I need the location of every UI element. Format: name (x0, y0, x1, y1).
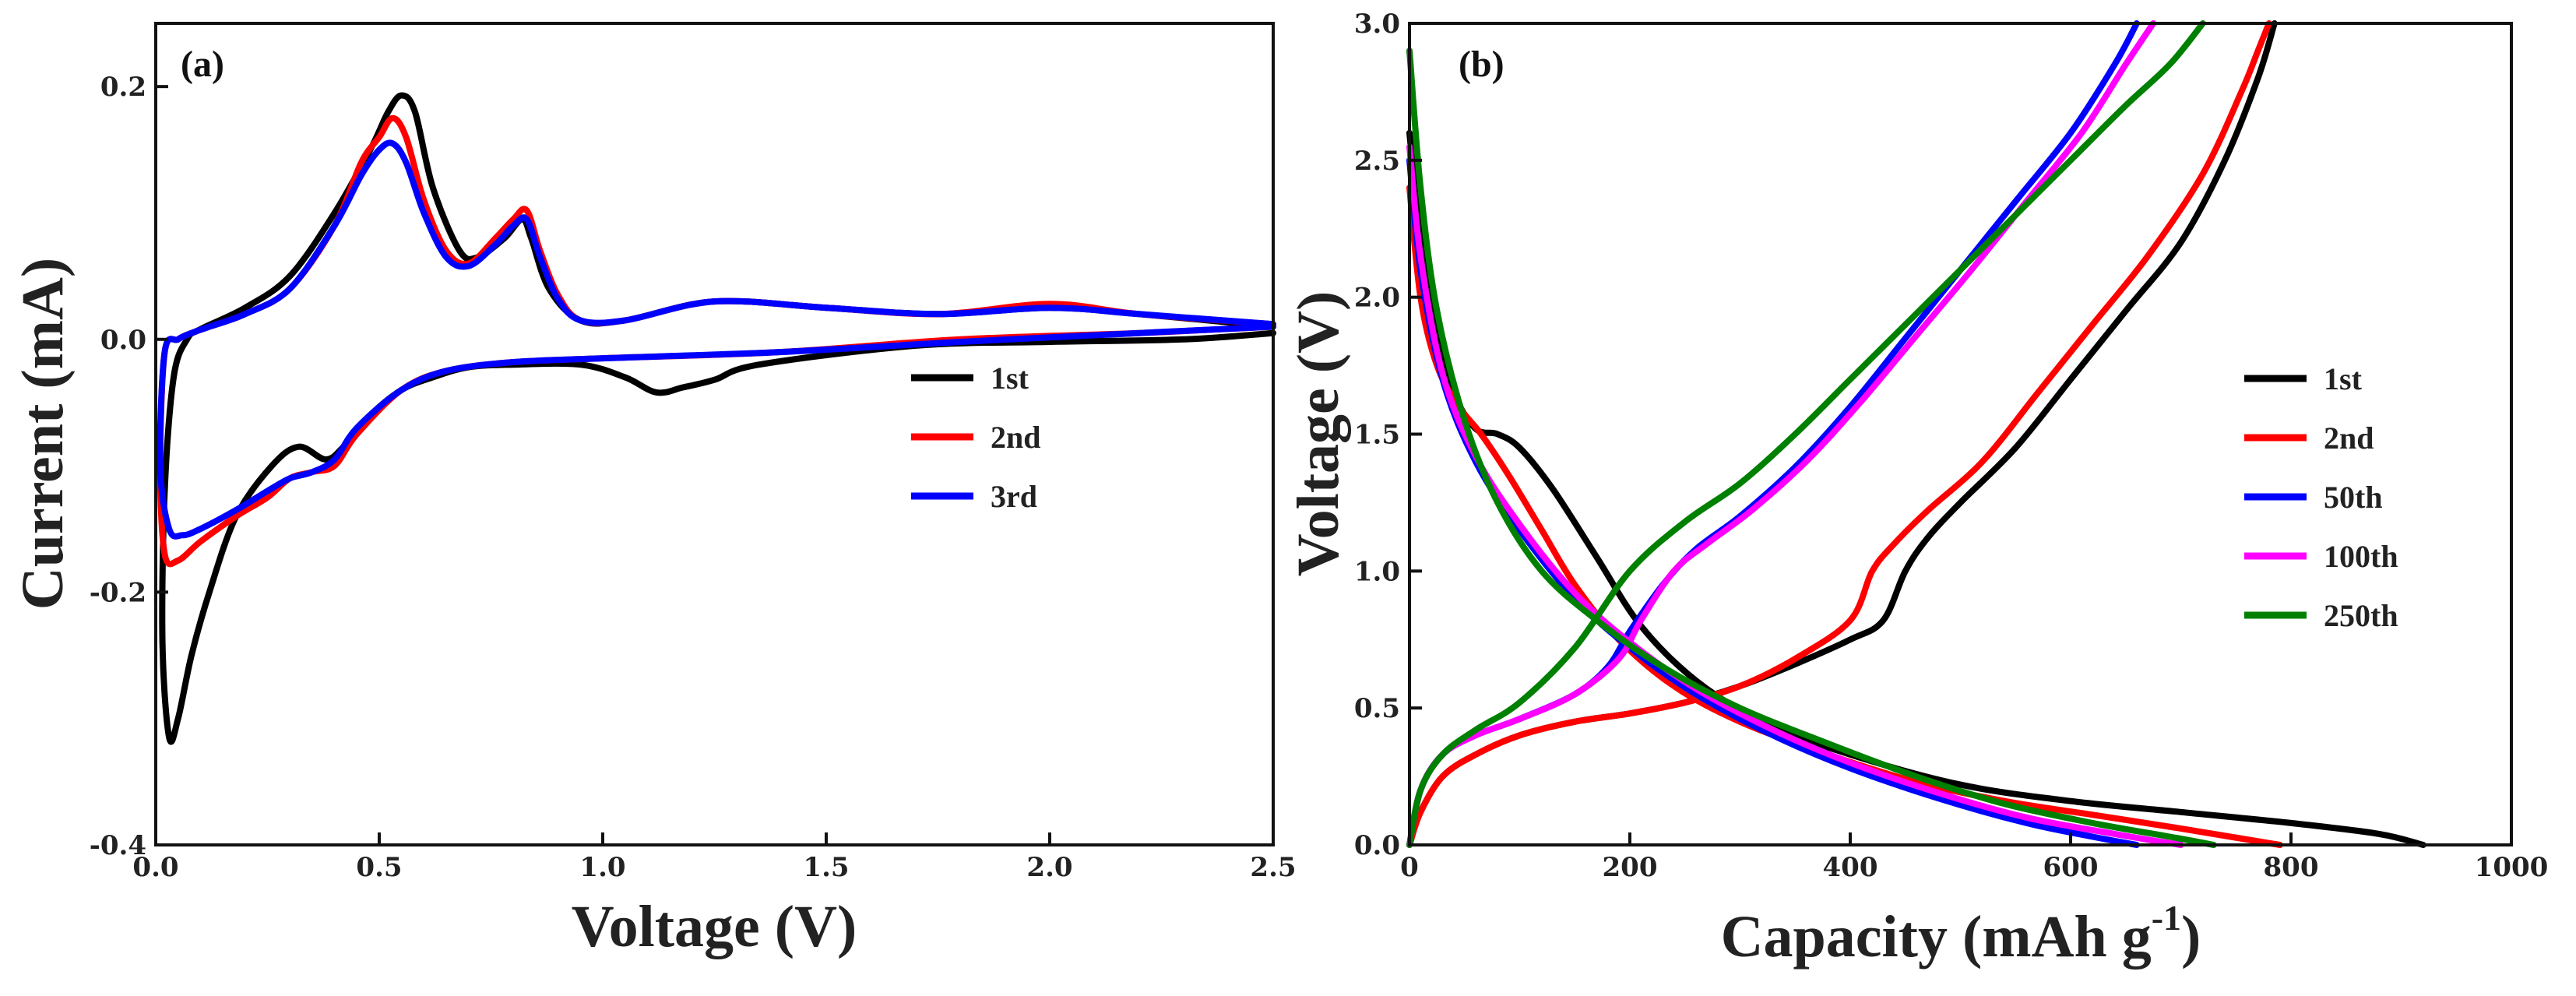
panel-a-y-tick-label: 0.2 (100, 72, 146, 103)
panel-a-y-tick-label: -0.2 (90, 577, 146, 608)
panel-b-legend-label-2nd: 2nd (2324, 421, 2374, 456)
panel-a-x-tick-label: 1.5 (803, 852, 849, 883)
panel-b-series-250th-discharge (1406, 48, 2217, 848)
panel-b-x-tick-label: 1000 (2475, 852, 2549, 883)
panel-a-y-tick-label: -0.4 (90, 830, 146, 861)
panel-b-y-tick-label: 2.5 (1354, 146, 1400, 177)
panel-b: 0 200 400 600 800 1000 0.0 0.5 1.0 1.5 2.0 2.5 3.0 (… (1286, 9, 2548, 970)
panel-b-series-1st-charge (1406, 20, 2278, 848)
panel-b-ticks: 0 200 400 600 800 1000 0.0 0.5 1.0 1.5 2.0 2.5 3.0 (1354, 9, 2548, 883)
panel-b-series-1st-discharge (1406, 129, 2426, 848)
panel-a-ticks: 0.0 0.5 1.0 1.5 2.0 2.5 -0.4 -0.2 0.0 0.2 (90, 72, 1297, 883)
panel-a-legend: 1st 2nd 3rd (911, 361, 1041, 514)
panel-b-series-100th-discharge (1406, 143, 2184, 848)
panel-b-x-axis-title-main: Capacity (mAh g (1721, 904, 2152, 970)
panel-a-series-1st-curve (159, 92, 1276, 745)
panel-a-x-tick-label: 0.5 (356, 852, 402, 883)
panel-b-x-tick-label: 800 (2264, 852, 2319, 883)
panel-a-x-tick-label: 0.0 (132, 852, 178, 883)
panel-b-legend-label-1st: 1st (2324, 361, 2363, 396)
panel-b-x-axis-title-superscript: -1 (2152, 898, 2181, 938)
panel-a-curves (157, 92, 1276, 745)
panel-a-x-tick-label: 2.5 (1250, 852, 1296, 883)
panel-b-y-tick-label: 0.0 (1354, 830, 1400, 861)
panel-b-y-tick-label: 1.5 (1354, 420, 1400, 451)
panel-b-x-tick-label: 0 (1400, 852, 1419, 883)
panel-a-y-axis-title: Current (mA) (10, 258, 76, 610)
panel-b-x-tick-label: 600 (2043, 852, 2099, 883)
panel-b-x-tick-label: 400 (1823, 852, 1878, 883)
panel-a-label: (a) (181, 44, 224, 85)
panel-b-y-tick-label: 2.0 (1354, 283, 1400, 314)
panel-a-legend-label-1st: 1st (991, 361, 1029, 396)
panel-b-legend-label-50th: 50th (2324, 480, 2383, 515)
panel-a: 0.0 0.5 1.0 1.5 2.0 2.5 -0.4 -0.2 0.0 0.2 (a) Vol… (10, 22, 1297, 959)
panel-a-x-axis-title: Voltage (V) (572, 894, 857, 959)
panel-a-legend-label-3rd: 3rd (991, 479, 1037, 514)
panel-a-y-tick-label: 0.0 (100, 325, 146, 356)
panel-b-series-100th-charge (1406, 20, 2157, 848)
panel-b-series-50th-discharge (1406, 157, 2140, 848)
panel-b-legend-label-100th: 100th (2324, 539, 2398, 574)
panel-a-x-tick-label: 1.0 (579, 852, 625, 883)
panel-b-label: (b) (1459, 44, 1504, 85)
panel-b-x-axis-title-suffix: ) (2181, 904, 2201, 970)
panel-b-y-axis-title: Voltage (V) (1286, 291, 1351, 577)
panel-b-y-tick-label: 0.5 (1354, 693, 1400, 724)
panel-b-y-tick-label: 3.0 (1354, 9, 1400, 40)
panel-b-x-tick-label: 200 (1603, 852, 1658, 883)
panel-b-legend: 1st 2nd 50th 100th 250th (2244, 361, 2398, 633)
panel-a-legend-label-2nd: 2nd (991, 420, 1041, 455)
panel-b-legend-label-250th: 250th (2324, 598, 2398, 633)
panel-b-series-250th-charge (1406, 20, 2206, 848)
panel-b-curves (1406, 20, 2426, 848)
panel-b-series-2nd-charge (1406, 20, 2272, 848)
panel-a-frame (154, 22, 1275, 846)
panel-b-y-tick-label: 1.0 (1354, 556, 1400, 587)
panel-b-x-axis-title: Capacity (mAh g-1) (1721, 898, 2201, 970)
panel-a-series-3rd-curve (157, 139, 1276, 540)
panel-a-x-tick-label: 2.0 (1026, 852, 1072, 883)
